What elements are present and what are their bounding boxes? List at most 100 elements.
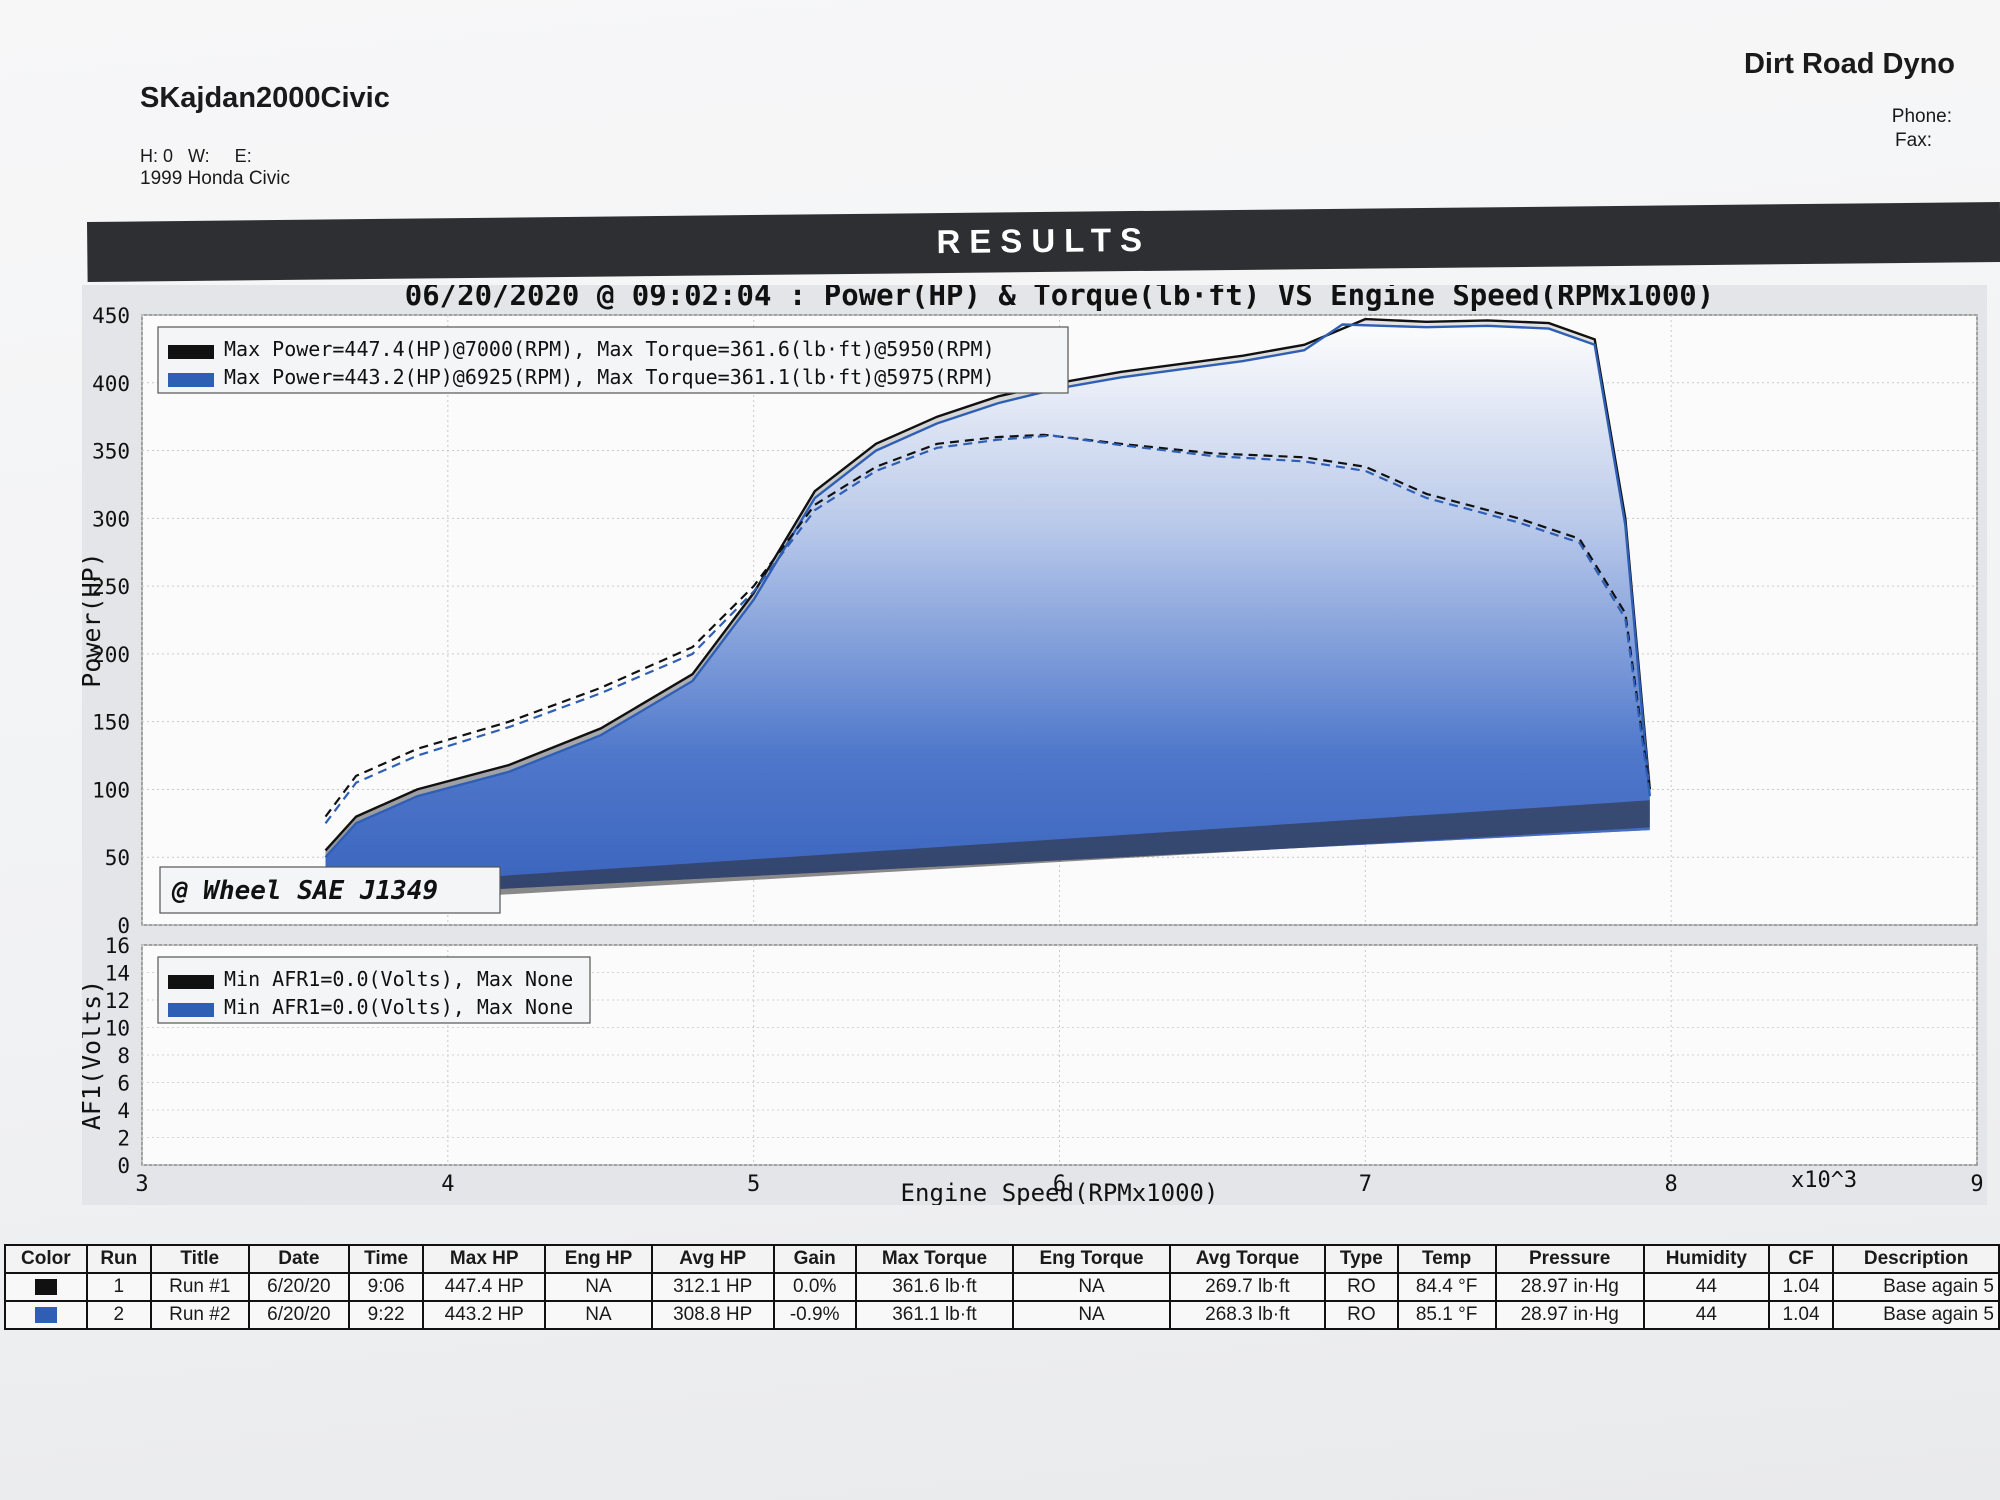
table-cell-time: 9:06 — [348, 1272, 425, 1302]
table-cell-humidity: 44 — [1642, 1272, 1770, 1302]
power-y-tick-label: 150 — [92, 711, 130, 735]
afr-y-tick-label: 10 — [105, 1017, 130, 1041]
table-cell-max-torque: 361.6 lb·ft — [854, 1272, 1015, 1302]
table-cell-type: RO — [1324, 1300, 1399, 1330]
table-header-cell: Max Torque — [854, 1244, 1015, 1274]
afr-legend-box — [157, 956, 591, 1024]
table-header-cell: Title — [149, 1244, 250, 1274]
table-header-row: Color Run Title Date Time Max HP Eng HP Avg HP G… — [4, 1244, 2000, 1274]
table-header-cell: Description — [1832, 1244, 2000, 1274]
color-cell — [4, 1300, 88, 1330]
x-axis-label: Engine Speed(RPMx1000) — [901, 1179, 1219, 1205]
power-y-tick-label: 100 — [92, 778, 130, 802]
table-cell-type: RO — [1324, 1272, 1399, 1302]
x-tick-label: 4 — [441, 1172, 454, 1197]
afr-y-tick-label: 6 — [117, 1072, 130, 1096]
series-line-3 — [324, 433, 1651, 818]
afr-y-tick-label: 2 — [117, 1127, 130, 1151]
afr-legend-entry: Min AFR1=0.0(Volts), Max None — [224, 995, 573, 1019]
afr-y-axis-label: AF1(Volts) — [82, 980, 106, 1131]
afr-y-tick-label: 4 — [117, 1099, 130, 1123]
table-cell-temp: 84.4 °F — [1396, 1272, 1497, 1302]
x-tick-label: 5 — [747, 1172, 760, 1197]
table-header-cell: Temp — [1396, 1244, 1497, 1274]
power-y-tick-label: 50 — [105, 846, 130, 870]
power-legend-swatch — [168, 345, 214, 359]
table-cell-date: 6/20/20 — [247, 1272, 351, 1302]
power-legend-swatch — [168, 373, 214, 387]
table-cell-gain: 0.0% — [772, 1272, 857, 1302]
table-cell-avg-hp: 308.8 HP — [650, 1300, 775, 1330]
customer-name: SKajdan2000Civic — [140, 82, 390, 114]
table-cell-avg-hp: 312.1 HP — [650, 1272, 775, 1302]
x-tick-label: 9 — [1970, 1172, 1983, 1197]
table-header-cell: Eng Torque — [1012, 1244, 1171, 1274]
table-cell-title: Run #2 — [149, 1300, 250, 1330]
table-cell-gain: -0.9% — [772, 1300, 857, 1330]
x-multiplier-label: x10^3 — [1791, 1168, 1857, 1193]
afr-legend-swatch — [168, 1003, 214, 1017]
table-cell-max-hp: 443.2 HP — [422, 1300, 547, 1330]
power-y-tick-label: 400 — [92, 372, 130, 396]
phone-label: Phone: — [1891, 106, 1952, 127]
power-legend-box — [157, 326, 1069, 394]
hwe-info: H: 0 W: E: — [140, 146, 252, 166]
table-row: 2 Run #2 6/20/20 9:22 443.2 HP NA 308.8 HP -0.9… — [4, 1300, 2000, 1330]
run-table: Color Run Title Date Time Max HP Eng HP Avg HP G… — [4, 1244, 2000, 1330]
table-cell-pressure: 28.97 in·Hg — [1494, 1300, 1645, 1330]
table-header-cell: Humidity — [1642, 1244, 1770, 1274]
table-header-cell: Avg Torque — [1168, 1244, 1327, 1274]
x-tick-label: 3 — [135, 1172, 148, 1197]
color-cell — [4, 1272, 88, 1302]
series-line-4 — [324, 434, 1651, 824]
power-y-axis-label: Power(HP) — [82, 552, 106, 687]
table-cell-eng-torque: NA — [1012, 1272, 1171, 1302]
power-y-tick-label: 300 — [92, 507, 130, 531]
table-header-cell: Date — [247, 1244, 351, 1274]
table-cell-cf: 1.04 — [1767, 1300, 1835, 1330]
afr-y-tick-label: 8 — [117, 1044, 130, 1068]
afr-y-tick-label: 14 — [105, 962, 130, 986]
dyno-chart: 06/20/2020 @ 09:02:04 : Power(HP) & Torq… — [77, 278, 2000, 1207]
table-cell-title: Run #1 — [149, 1272, 250, 1302]
table-cell-avg-torque: 269.7 lb·ft — [1168, 1272, 1327, 1302]
chart-title: 06/20/2020 @ 09:02:04 : Power(HP) & Torq… — [405, 285, 1714, 312]
table-header-cell: Type — [1324, 1244, 1399, 1274]
x-tick-label: 7 — [1359, 1172, 1372, 1197]
table-header-cell: Max HP — [422, 1244, 547, 1274]
power-y-tick-label: 250 — [92, 575, 130, 599]
power-y-tick-label: 200 — [92, 643, 130, 667]
chart-area: 06/20/2020 @ 09:02:04 : Power(HP) & Torq… — [77, 278, 2000, 1207]
table-cell-cf: 1.04 — [1767, 1272, 1835, 1302]
table-cell-description: Base again 5 — [1832, 1300, 2000, 1330]
afr-y-tick-label: 12 — [105, 989, 130, 1013]
table-header-cell: Pressure — [1494, 1244, 1645, 1274]
color-swatch — [34, 1306, 57, 1323]
table-header-cell: Eng HP — [544, 1244, 653, 1274]
vehicle-name: 1999 Honda Civic — [140, 168, 290, 189]
afr-legend-swatch — [168, 975, 214, 989]
table-cell-max-hp: 447.4 HP — [422, 1272, 547, 1302]
x-tick-label: 8 — [1665, 1172, 1678, 1197]
baseline-band — [331, 800, 1650, 905]
table-cell-run: 2 — [85, 1300, 152, 1330]
table-cell-description: Base again 5 — [1832, 1272, 2000, 1302]
x-tick-label: 6 — [1053, 1172, 1066, 1197]
table-header-cell: Avg HP — [650, 1244, 775, 1274]
table-cell-max-torque: 361.1 lb·ft — [854, 1300, 1015, 1330]
power-legend-entry: Max Power=447.4(HP)@7000(RPM), Max Torqu… — [224, 337, 995, 361]
color-swatch — [34, 1278, 57, 1295]
table-cell-temp: 85.1 °F — [1396, 1300, 1497, 1330]
table-cell-avg-torque: 268.3 lb·ft — [1168, 1300, 1327, 1330]
table-cell-humidity: 44 — [1642, 1300, 1770, 1330]
results-banner: RESULTS — [87, 201, 2000, 282]
power-y-tick-label: 450 — [92, 304, 130, 328]
afr-y-tick-label: 16 — [105, 934, 130, 958]
table-header-cell: Gain — [772, 1244, 857, 1274]
table-cell-date: 6/20/20 — [247, 1300, 351, 1330]
run2-fill-area — [325, 324, 1650, 898]
table-header-cell: Color — [4, 1244, 88, 1274]
table-cell-eng-hp: NA — [544, 1300, 653, 1330]
table-cell-time: 9:22 — [348, 1300, 425, 1330]
